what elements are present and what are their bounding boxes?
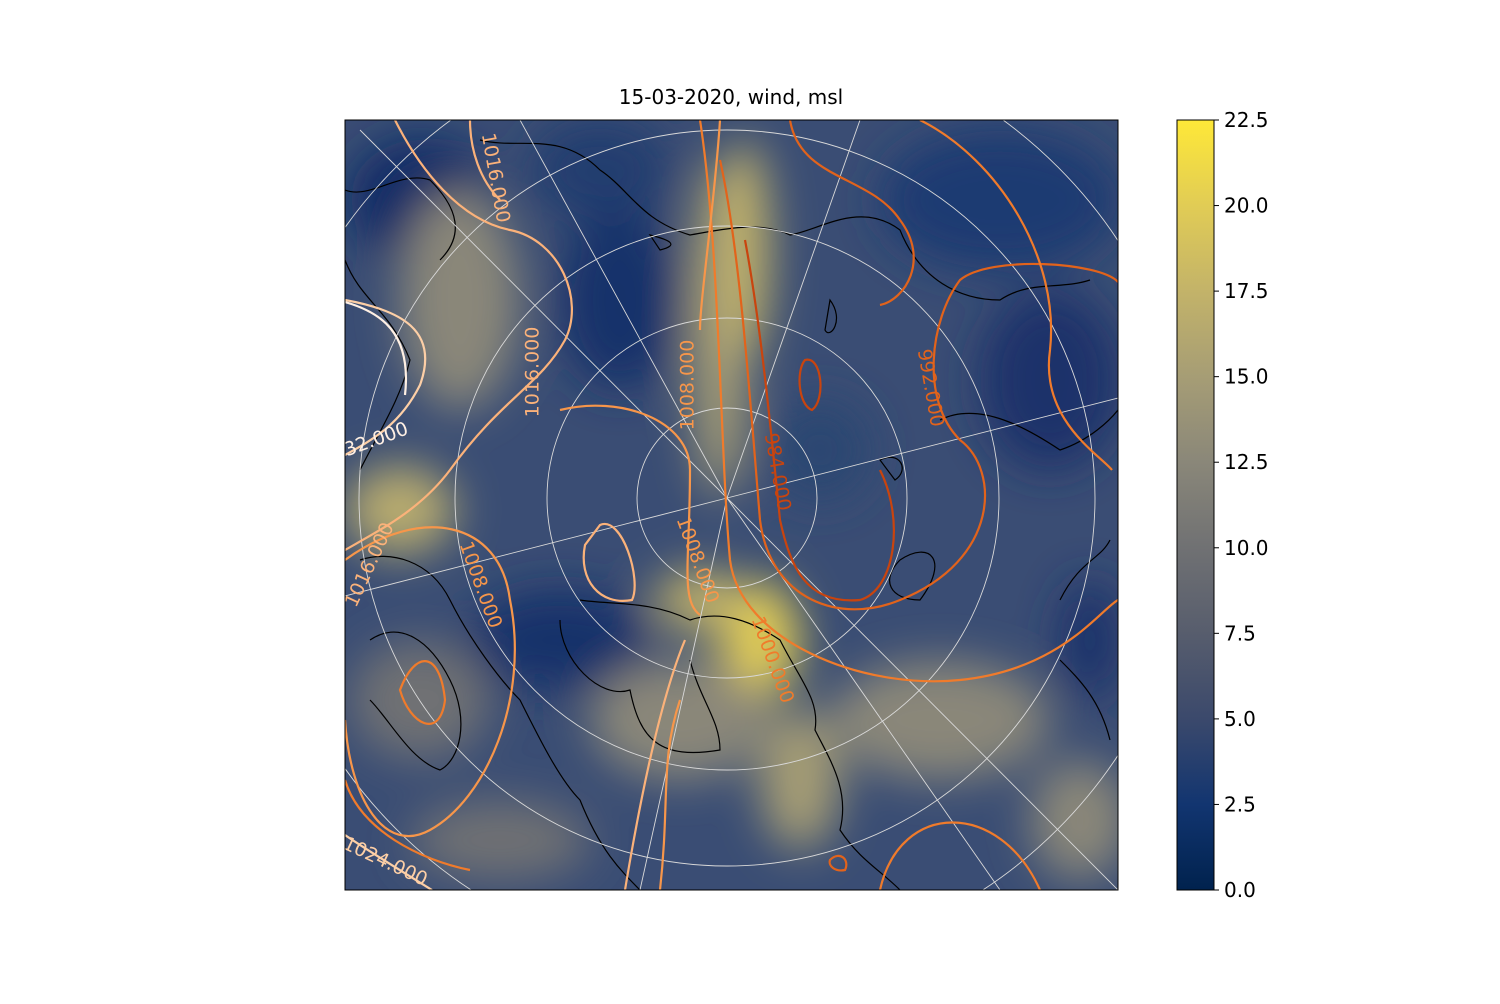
colorbar-tick-label: 17.5 (1224, 279, 1269, 303)
contour-label: 1016.000 (522, 327, 544, 418)
colorbar-tick-label: 12.5 (1224, 450, 1269, 474)
contour-line (345, 779, 471, 872)
contour-label: 1008.000 (677, 340, 699, 431)
contour-line (788, 120, 915, 307)
graticule (345, 120, 1118, 890)
contour-line (345, 834, 433, 890)
colorbar-tick-label: 2.5 (1224, 792, 1256, 816)
contour-line (658, 699, 682, 890)
contour-line (345, 120, 574, 551)
colorbar-tick-label: 5.0 (1224, 707, 1256, 731)
contour-line (345, 300, 408, 396)
colorbar-tick-label: 22.5 (1224, 108, 1269, 132)
coastlines (345, 139, 1118, 890)
contour-line (798, 358, 822, 412)
colorbar: 0.0 2.5 5.0 7.5 10.0 12.5 15.0 17.5 20.0 22.5 (1176, 108, 1269, 902)
contour-line (623, 639, 687, 890)
colorbar-tick-label: 20.0 (1224, 194, 1269, 218)
contour-line (582, 522, 636, 602)
contour-line (345, 298, 427, 456)
contour-line (468, 120, 501, 201)
contour-line (919, 120, 1113, 471)
colorbar-gradient (1176, 119, 1215, 891)
contour-line (698, 120, 722, 331)
contour-line (743, 239, 895, 602)
colorbar-tick-label: 0.0 (1224, 878, 1256, 902)
contour-line (828, 854, 848, 872)
contour-line (698, 120, 1118, 683)
contour-line (398, 660, 447, 725)
colorbar-tick-label: 7.5 (1224, 621, 1256, 645)
colorbar-tick-label: 15.0 (1224, 365, 1269, 389)
contour-lines (345, 120, 1118, 890)
map-frame (344, 119, 1119, 891)
contour-line (559, 404, 701, 616)
contour-line (345, 526, 516, 837)
map-title: 15-03-2020, wind, msl (619, 85, 843, 109)
colorbar-tick-label: 10.0 (1224, 536, 1269, 560)
contour-line (718, 159, 1118, 611)
contour-line (878, 821, 1042, 890)
